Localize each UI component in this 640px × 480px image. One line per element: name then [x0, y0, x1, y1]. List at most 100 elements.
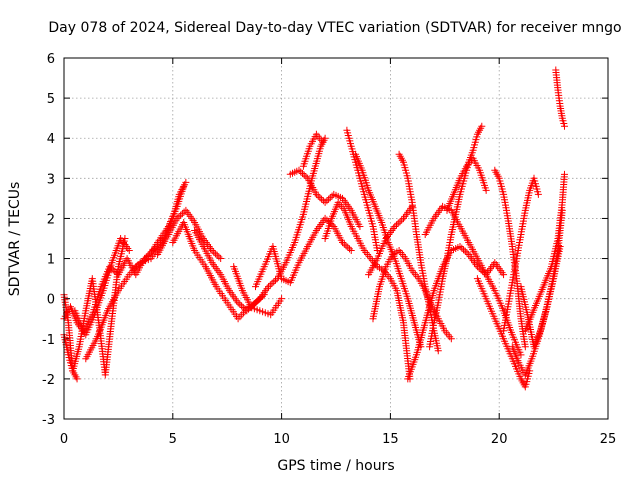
satellite-track	[252, 214, 355, 291]
data-point-marker	[247, 303, 255, 311]
data-point-marker	[560, 122, 568, 130]
data-point-marker	[109, 266, 117, 274]
data-point-marker	[252, 298, 260, 306]
data-point-marker	[344, 243, 352, 251]
data-point-marker	[319, 138, 327, 146]
data-point-marker	[113, 269, 121, 277]
plot-frame	[63, 57, 609, 420]
data-point-marker	[107, 264, 115, 272]
data-point-marker	[178, 210, 186, 218]
data-point-marker	[238, 302, 246, 310]
data-point-marker	[434, 347, 442, 355]
satellite-track	[443, 154, 490, 214]
x-tick-label: 20	[491, 432, 508, 447]
data-point-marker	[325, 195, 333, 203]
satellite-track	[230, 134, 329, 311]
data-point-marker	[125, 247, 133, 255]
data-point-marker	[456, 243, 464, 250]
data-point-marker	[177, 211, 185, 219]
data-point-marker	[393, 221, 400, 229]
y-tick-label: 0	[47, 293, 55, 308]
data-point-marker	[482, 186, 490, 194]
x-tick-label: 0	[60, 432, 68, 447]
data-marks	[60, 66, 568, 391]
data-point-marker	[297, 168, 305, 176]
data-point-marker	[302, 173, 310, 181]
y-tick-label: 1	[47, 253, 55, 268]
data-point-marker	[213, 251, 221, 259]
data-point-marker	[323, 197, 331, 205]
y-tick-label: -3	[42, 413, 55, 428]
data-point-marker	[217, 255, 225, 263]
satellite-track	[154, 206, 225, 263]
data-point-marker	[180, 182, 188, 190]
data-point-marker	[458, 244, 466, 252]
data-point-marker	[251, 300, 259, 307]
y-tick-label: 3	[47, 172, 55, 187]
chart-title: Day 078 of 2024, Sidereal Day-to-day VTE…	[48, 20, 621, 36]
satellite-track	[60, 331, 81, 383]
data-point-marker	[521, 343, 529, 351]
data-point-marker	[234, 299, 242, 307]
y-tick-label: 6	[47, 52, 55, 67]
data-point-marker	[312, 190, 320, 198]
data-point-marker	[398, 216, 406, 224]
data-point-marker	[447, 335, 455, 343]
data-point-marker	[461, 247, 469, 255]
data-point-marker	[478, 122, 486, 130]
data-point-marker	[300, 171, 308, 179]
data-point-marker	[534, 190, 542, 198]
satellite-track	[299, 130, 327, 170]
data-point-marker	[270, 278, 278, 286]
satellite-track	[500, 174, 542, 335]
x-tick-label: 5	[169, 432, 177, 447]
data-point-marker	[243, 307, 251, 315]
data-point-marker	[254, 296, 262, 304]
x-tick-label: 15	[382, 432, 399, 447]
satellite-track	[426, 122, 486, 351]
satellite-track	[321, 198, 414, 383]
data-point-marker	[272, 276, 279, 284]
data-point-marker	[182, 178, 190, 186]
data-point-marker	[556, 243, 564, 251]
data-point-marker	[211, 250, 219, 258]
data-point-marker	[111, 267, 119, 275]
tick-layer: -3 -2 -1 0 1 2 3 4 5 6 0 5 10 15 20 25	[42, 52, 616, 447]
x-tick-label: 25	[600, 432, 617, 447]
data-point-marker	[391, 223, 399, 230]
y-tick-label: -1	[42, 333, 55, 348]
data-point-marker	[266, 281, 274, 289]
y-tick-label: 2	[47, 212, 55, 227]
data-point-marker	[500, 271, 508, 279]
data-point-marker	[121, 235, 129, 242]
data-point-marker	[249, 301, 257, 309]
data-point-marker	[268, 279, 276, 287]
data-point-marker	[106, 263, 114, 271]
y-tick-label: 5	[47, 92, 55, 107]
data-point-marker	[265, 283, 272, 291]
data-point-marker	[208, 247, 216, 254]
data-point-marker	[463, 249, 471, 257]
data-point-marker	[295, 166, 303, 174]
x-tick-label: 10	[273, 432, 290, 447]
data-point-marker	[560, 170, 568, 178]
data-point-marker	[394, 219, 402, 227]
data-point-marker	[321, 214, 329, 222]
data-point-marker	[321, 198, 329, 206]
data-point-marker	[326, 194, 334, 202]
satellite-track	[552, 66, 568, 130]
y-tick-label: -2	[42, 373, 55, 388]
data-point-marker	[278, 295, 286, 303]
satellite-track	[132, 182, 188, 271]
data-point-marker	[339, 239, 346, 246]
data-point-marker	[396, 218, 404, 226]
data-point-marker	[342, 242, 350, 250]
satellite-track	[491, 166, 529, 351]
data-point-marker	[460, 246, 467, 254]
data-point-marker	[239, 304, 247, 311]
y-tick-label: 4	[47, 132, 55, 147]
data-point-marker	[347, 247, 355, 255]
